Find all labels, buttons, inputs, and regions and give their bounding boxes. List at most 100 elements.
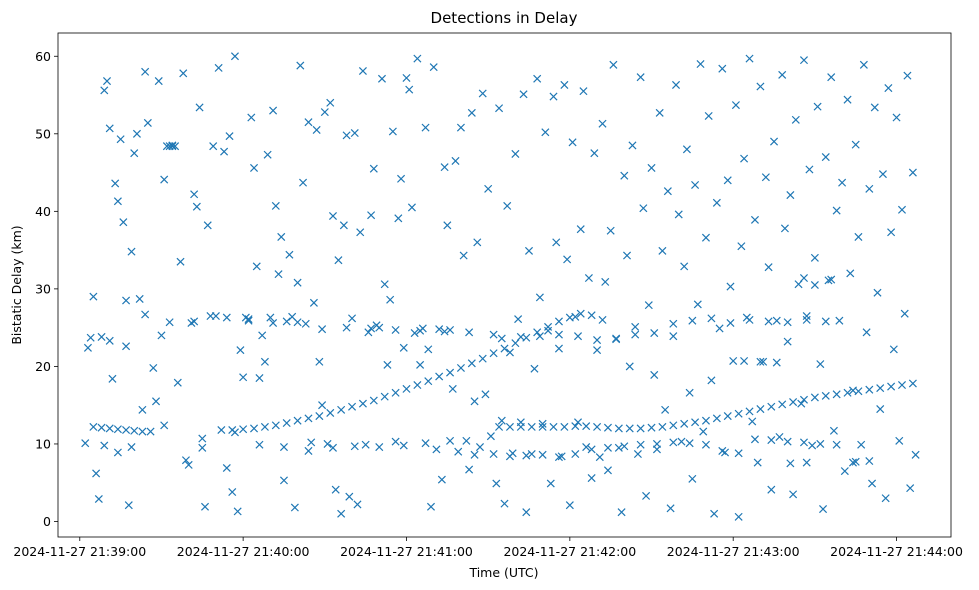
data-point	[113, 425, 122, 434]
data-point	[903, 71, 912, 80]
data-point	[399, 343, 408, 352]
data-point	[151, 397, 161, 406]
data-point	[239, 373, 248, 382]
data-point	[122, 296, 131, 305]
data-point	[105, 424, 114, 433]
x-tick-label: 2024-11-27 21:42:00	[503, 544, 636, 559]
data-point	[854, 232, 863, 241]
data-point	[102, 77, 112, 86]
data-point	[138, 405, 147, 414]
y-tick-label: 0	[43, 514, 51, 529]
data-point	[160, 421, 169, 430]
data-point	[533, 328, 542, 337]
data-point	[576, 225, 585, 234]
data-point	[764, 317, 773, 326]
data-point	[636, 440, 645, 449]
data-point	[593, 336, 602, 345]
data-point	[293, 416, 302, 425]
data-point	[723, 412, 732, 421]
data-point	[824, 276, 833, 285]
data-point	[416, 360, 425, 369]
data-point	[789, 398, 798, 407]
data-point	[571, 450, 580, 459]
data-point	[832, 206, 841, 215]
data-point	[426, 502, 436, 511]
data-point	[598, 315, 607, 324]
data-point	[388, 127, 397, 136]
data-point	[576, 309, 585, 318]
data-point	[563, 255, 572, 264]
data-point	[446, 436, 455, 445]
data-point	[192, 202, 201, 211]
data-point	[440, 163, 449, 172]
data-point	[380, 280, 389, 289]
data-point	[655, 108, 664, 117]
data-point	[386, 295, 395, 304]
data-point	[497, 334, 506, 343]
data-point	[906, 484, 915, 493]
data-point	[143, 118, 152, 127]
data-point	[892, 113, 901, 122]
data-point	[446, 325, 455, 334]
data-point	[734, 512, 743, 521]
data-point	[799, 56, 809, 65]
data-point	[680, 419, 689, 428]
data-point	[652, 439, 661, 448]
data-point	[277, 232, 286, 241]
data-point	[342, 131, 351, 140]
data-point	[682, 145, 691, 154]
data-point	[279, 476, 288, 485]
data-point	[304, 414, 313, 423]
data-point	[557, 452, 566, 461]
data-point	[318, 401, 327, 410]
data-point	[435, 372, 444, 381]
data-point	[644, 301, 653, 310]
data-point	[753, 458, 762, 467]
data-point	[282, 418, 291, 428]
data-point	[296, 61, 305, 70]
data-point	[369, 396, 378, 405]
data-point	[181, 456, 190, 465]
data-point	[560, 422, 569, 431]
data-point	[377, 74, 387, 83]
data-point	[666, 504, 675, 513]
data-point	[475, 443, 485, 452]
data-point	[544, 322, 553, 331]
data-point	[710, 509, 719, 518]
data-point	[484, 184, 493, 193]
data-point	[554, 453, 563, 462]
data-point	[402, 73, 411, 82]
data-point	[876, 384, 885, 393]
data-point	[271, 421, 280, 430]
data-point	[391, 388, 400, 397]
data-point	[228, 488, 237, 497]
data-point	[290, 503, 299, 512]
data-point	[772, 316, 781, 325]
data-point	[260, 357, 269, 366]
data-point	[122, 425, 131, 435]
data-point	[424, 377, 433, 386]
data-point	[505, 422, 514, 431]
data-point	[884, 84, 893, 93]
data-point	[391, 325, 400, 334]
data-point	[348, 402, 357, 411]
data-point	[530, 364, 539, 373]
x-tick-label: 2024-11-27 21:40:00	[177, 544, 310, 559]
data-point	[707, 314, 716, 323]
data-point	[593, 422, 602, 431]
data-point	[897, 381, 907, 390]
data-point	[318, 325, 327, 334]
data-point	[198, 434, 207, 443]
data-point	[748, 417, 757, 426]
data-point	[527, 422, 536, 431]
data-point	[813, 102, 822, 111]
data-point	[865, 184, 874, 193]
data-point	[89, 422, 98, 431]
data-point	[249, 424, 259, 433]
data-point	[304, 446, 313, 455]
data-point	[573, 418, 583, 427]
data-point	[293, 278, 302, 287]
data-point	[554, 344, 563, 353]
data-point	[625, 424, 634, 433]
data-point	[108, 374, 117, 383]
